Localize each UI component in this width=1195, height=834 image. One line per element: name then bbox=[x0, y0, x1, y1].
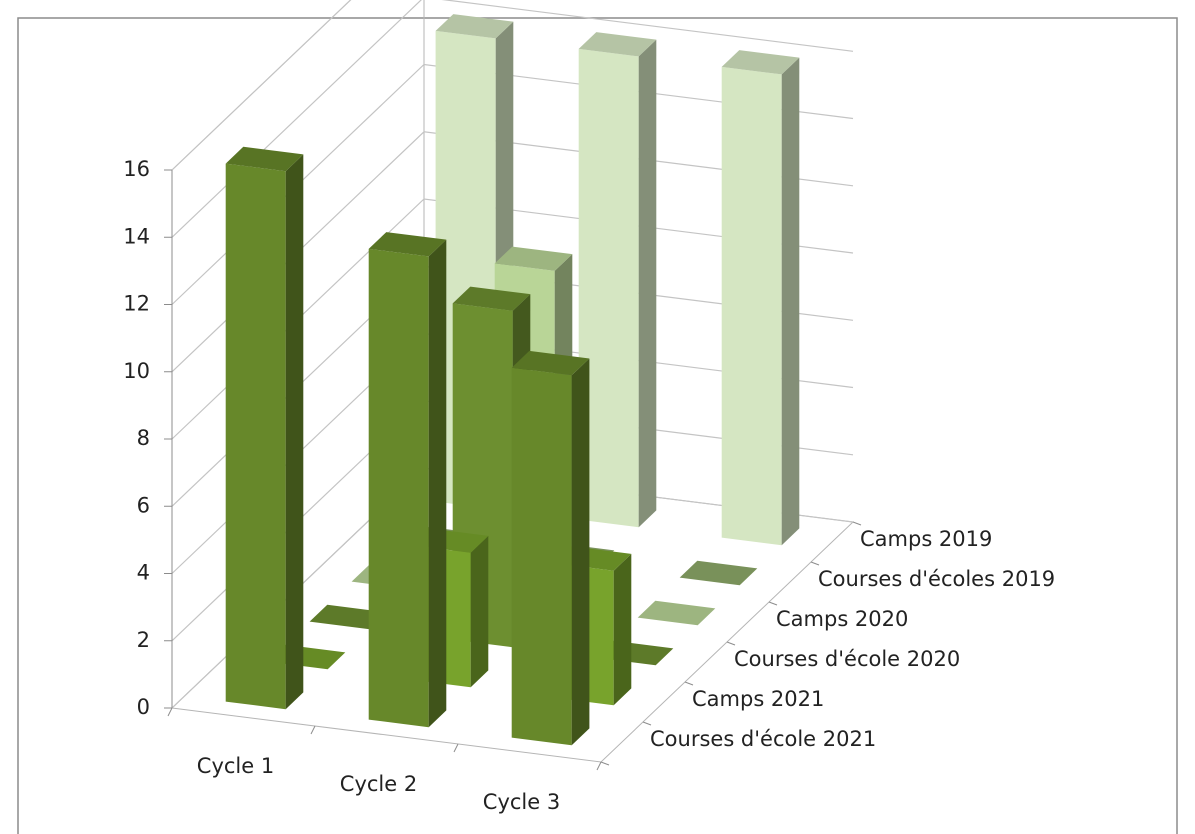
series-label: Camps 2019 bbox=[860, 527, 992, 551]
bar-front bbox=[511, 367, 572, 746]
y-tick-label: 10 bbox=[123, 359, 150, 383]
bar-side bbox=[470, 535, 489, 688]
series-label: Camps 2020 bbox=[776, 607, 908, 631]
y-tick-label: 6 bbox=[137, 493, 150, 517]
bar-top bbox=[225, 146, 304, 172]
bar-top bbox=[578, 32, 657, 57]
z-tick bbox=[600, 761, 610, 766]
bar-side bbox=[428, 239, 447, 728]
bar-front bbox=[368, 248, 429, 728]
bar-top bbox=[721, 50, 800, 75]
y-tick-label: 4 bbox=[137, 561, 150, 585]
y-tick-label: 0 bbox=[137, 695, 150, 719]
series-label: Courses d'écoles 2019 bbox=[818, 567, 1055, 591]
x-tick-label: Cycle 2 bbox=[340, 772, 417, 796]
bar-side bbox=[571, 358, 590, 746]
y-tick-label: 16 bbox=[123, 157, 150, 181]
bar-side bbox=[638, 39, 657, 528]
z-tick bbox=[642, 721, 652, 726]
series-label: Camps 2021 bbox=[692, 687, 824, 711]
bar-top bbox=[494, 246, 573, 271]
bar-top bbox=[452, 286, 531, 311]
bar-top bbox=[637, 600, 716, 626]
x-tick-label: Cycle 3 bbox=[483, 790, 560, 814]
x-tick bbox=[596, 761, 602, 771]
grid-line bbox=[171, 0, 352, 171]
y-tick-label: 12 bbox=[123, 292, 150, 316]
x-tick bbox=[453, 743, 459, 753]
bar-top bbox=[679, 560, 758, 586]
x-tick-label: Cycle 1 bbox=[197, 754, 274, 778]
series-label: Courses d'école 2021 bbox=[650, 727, 876, 751]
x-tick bbox=[167, 707, 173, 717]
series-label: Courses d'école 2020 bbox=[734, 647, 960, 671]
x-tick bbox=[310, 725, 316, 735]
z-tick bbox=[726, 641, 736, 646]
z-tick bbox=[768, 601, 778, 606]
bar-side bbox=[285, 154, 304, 710]
z-tick bbox=[810, 561, 820, 566]
bar-side bbox=[781, 57, 800, 546]
bar-top bbox=[309, 604, 388, 630]
bar-front bbox=[721, 66, 782, 546]
bar-top bbox=[435, 14, 514, 39]
y-tick-label: 2 bbox=[137, 628, 150, 652]
y-tick-label: 14 bbox=[123, 224, 150, 248]
bar-front bbox=[225, 163, 286, 710]
bar-front bbox=[578, 48, 639, 528]
bar-top bbox=[368, 232, 447, 257]
bar-top bbox=[511, 350, 590, 376]
z-tick bbox=[684, 681, 694, 686]
z-tick bbox=[852, 521, 862, 526]
bar-side bbox=[613, 553, 632, 706]
y-tick-label: 8 bbox=[137, 426, 150, 450]
